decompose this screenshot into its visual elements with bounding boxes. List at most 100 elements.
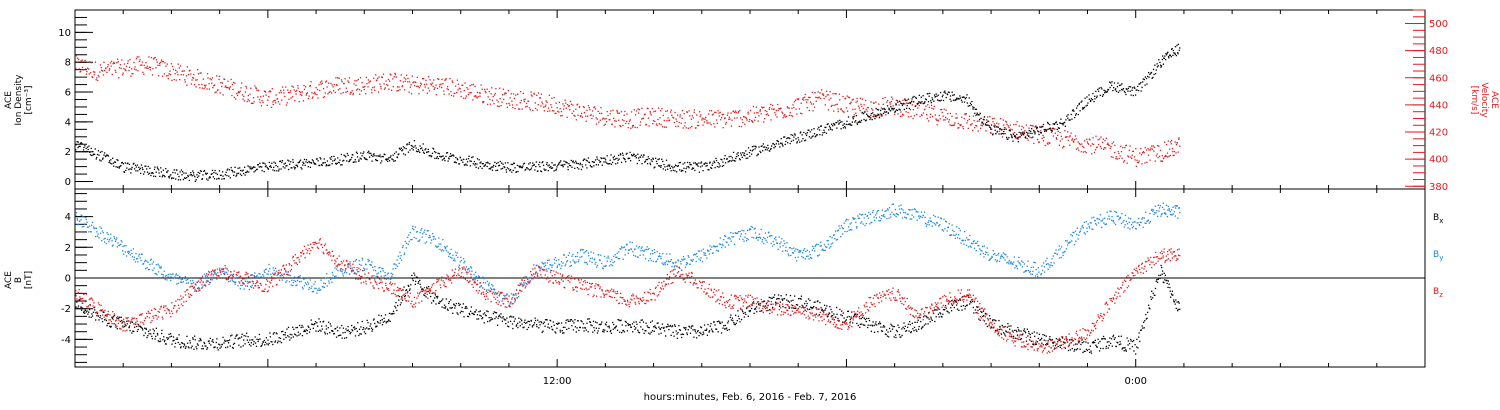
data-point: [1042, 125, 1044, 128]
data-point: [455, 302, 458, 305]
data-point: [94, 235, 97, 238]
data-point: [485, 162, 487, 164]
data-point: [430, 83, 432, 85]
data-point: [173, 78, 175, 81]
data-point: [627, 157, 630, 159]
data-point: [243, 339, 245, 341]
data-point: [706, 122, 708, 124]
data-point: [427, 76, 430, 78]
data-point: [629, 324, 632, 326]
data-point: [772, 104, 774, 107]
data-point: [362, 152, 364, 155]
data-point: [771, 297, 773, 299]
data-point: [273, 166, 275, 169]
data-point: [448, 300, 450, 303]
data-point: [257, 89, 260, 92]
data-point: [1081, 108, 1084, 110]
data-point: [476, 91, 479, 94]
data-point: [877, 114, 879, 116]
data-point: [372, 86, 374, 89]
data-point: [258, 99, 261, 101]
data-point: [264, 90, 266, 93]
data-point: [385, 322, 387, 324]
data-point: [783, 136, 785, 138]
data-point: [280, 91, 282, 94]
data-point: [885, 111, 887, 113]
data-point: [1126, 162, 1128, 164]
data-point: [489, 320, 491, 322]
data-point: [143, 73, 145, 75]
data-point: [548, 164, 550, 166]
data-point: [1043, 136, 1045, 138]
data-point: [1038, 131, 1040, 133]
data-point: [226, 86, 229, 89]
data-point: [990, 128, 992, 130]
data-point: [1137, 161, 1139, 164]
data-point: [132, 330, 134, 332]
data-point: [236, 174, 238, 176]
data-point: [964, 308, 966, 310]
data-point: [780, 107, 782, 109]
data-point: [600, 323, 602, 325]
data-point: [819, 92, 821, 94]
data-point: [496, 169, 499, 171]
data-point: [250, 166, 252, 168]
data-point: [823, 131, 826, 133]
data-point: [596, 322, 598, 324]
data-point: [224, 339, 226, 341]
data-point: [925, 323, 927, 325]
data-point: [596, 332, 599, 334]
data-point: [967, 120, 969, 122]
data-point: [707, 122, 709, 124]
data-point: [519, 325, 521, 327]
data-point: [849, 318, 852, 320]
data-point: [319, 164, 321, 167]
data-point: [221, 85, 223, 88]
data-point: [907, 116, 910, 118]
data-point: [300, 91, 302, 93]
data-point: [1179, 145, 1181, 147]
data-point: [661, 108, 663, 110]
data-point: [1142, 327, 1144, 329]
data-point: [1086, 138, 1088, 140]
data-point: [684, 122, 686, 124]
data-point: [532, 162, 534, 164]
data-point: [225, 171, 227, 174]
data-point: [1118, 343, 1121, 346]
data-point: [257, 164, 260, 166]
data-point: [403, 153, 405, 155]
data-point: [1067, 139, 1070, 142]
data-point: [248, 166, 250, 168]
data-point: [285, 86, 287, 88]
data-point: [684, 171, 687, 173]
data-point: [641, 162, 643, 165]
data-point: [927, 93, 929, 95]
data-point: [1030, 340, 1033, 343]
data-point: [681, 336, 683, 339]
data-point: [968, 118, 970, 121]
data-point: [168, 333, 170, 336]
data-point: [297, 85, 299, 87]
data-point: [651, 330, 654, 332]
data-point: [172, 340, 174, 342]
data-point: [1174, 141, 1176, 143]
data-point: [479, 314, 481, 316]
data-point: [1057, 345, 1059, 348]
data-point: [959, 299, 962, 301]
data-point: [1116, 341, 1118, 343]
data-point: [879, 115, 881, 117]
data-point: [724, 328, 726, 330]
data-point: [297, 331, 299, 333]
data-point: [123, 170, 125, 173]
data-point: [952, 124, 954, 127]
data-point: [286, 102, 288, 104]
data-point: [612, 157, 614, 159]
data-point: [1037, 130, 1039, 132]
data-point: [711, 167, 713, 169]
data-point: [430, 295, 432, 298]
data-point: [794, 133, 796, 135]
data-point: [572, 110, 575, 112]
data-point: [783, 297, 786, 300]
data-point: [1078, 102, 1081, 105]
data-point: [502, 316, 504, 318]
